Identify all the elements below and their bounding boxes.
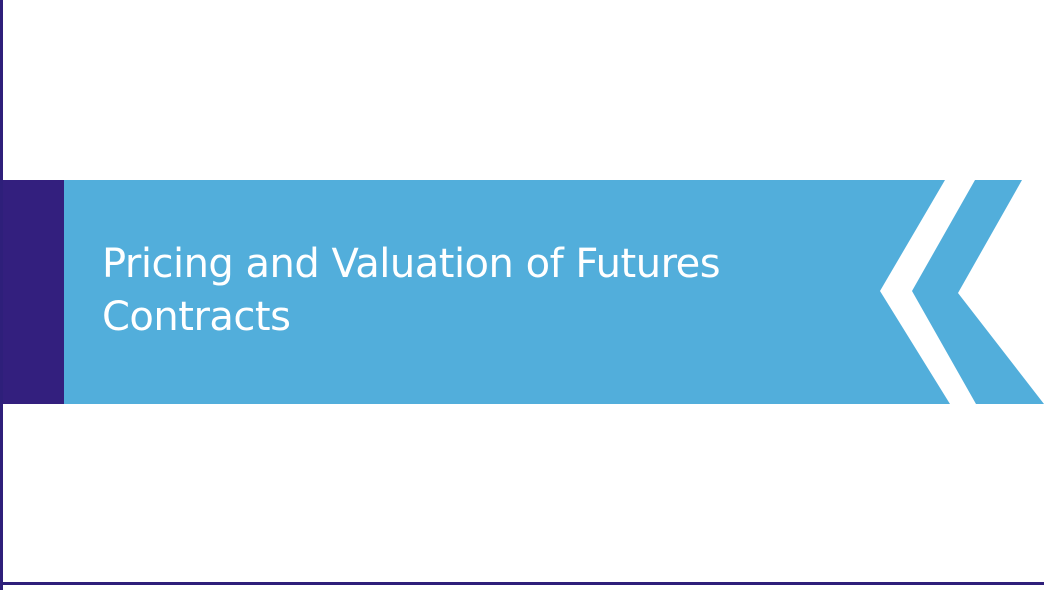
- chevron-arrow-icon: [912, 180, 1044, 404]
- banner-shape: [60, 180, 950, 404]
- frame-left-border: [0, 0, 3, 590]
- slide-title: Pricing and Valuation of Futures Contrac…: [102, 238, 862, 344]
- accent-bar: [0, 180, 64, 404]
- frame-bottom-border: [0, 582, 1044, 585]
- slide-title-line2: Contracts: [102, 294, 291, 340]
- slide-title-line1: Pricing and Valuation of Futures: [102, 241, 721, 287]
